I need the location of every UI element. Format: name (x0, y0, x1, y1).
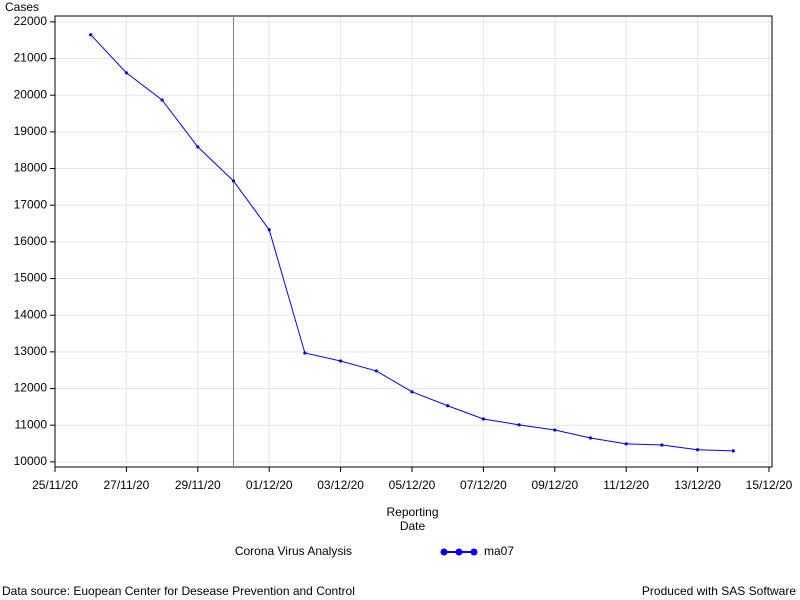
x-axis-label: Reporting Date (386, 505, 439, 533)
x-tick-label: 15/12/20 (746, 478, 793, 492)
y-axis-label: Cases (5, 0, 39, 14)
x-tick-label: 03/12/20 (317, 478, 364, 492)
x-tick-label: 13/12/20 (674, 478, 721, 492)
x-tick-label: 09/12/20 (531, 478, 578, 492)
legend-marker (470, 548, 478, 556)
legend-label: ma07 (484, 544, 514, 558)
data-point (624, 442, 628, 446)
data-point (446, 404, 450, 408)
data-point (374, 369, 378, 373)
data-point (553, 428, 557, 432)
data-point (517, 423, 521, 427)
data-point (696, 448, 700, 452)
data-point (303, 351, 307, 355)
y-tick-label: 19000 (14, 124, 48, 138)
x-tick-label: 27/11/20 (103, 478, 149, 492)
data-point (660, 443, 664, 447)
x-tick-label: 05/12/20 (389, 478, 436, 492)
y-tick-label: 12000 (14, 381, 48, 395)
y-tick-label: 14000 (14, 307, 48, 321)
y-tick-label: 11000 (15, 417, 48, 431)
y-tick-label: 22000 (14, 14, 48, 28)
x-tick-label: 29/11/20 (175, 478, 221, 492)
y-tick-label: 13000 (14, 344, 48, 358)
x-tick-label: 25/11/20 (32, 478, 78, 492)
y-tick-label: 10000 (14, 454, 48, 468)
x-tick-label: 11/12/20 (603, 478, 649, 492)
data-point (89, 33, 93, 37)
data-point (160, 98, 164, 102)
y-tick-label: 20000 (14, 87, 48, 101)
data-point (731, 449, 735, 453)
data-point (231, 179, 236, 183)
data-point (481, 417, 485, 421)
data-point (124, 71, 128, 75)
footnote-left: Data source: Euopean Center for Desease … (2, 584, 355, 598)
y-tick-label: 15000 (14, 271, 48, 285)
data-point (196, 145, 200, 149)
y-tick-label: 18000 (14, 161, 48, 175)
y-tick-label: 16000 (14, 234, 48, 248)
plot-frame (54, 15, 773, 468)
y-tick-label: 21000 (14, 51, 48, 65)
footnote-right: Produced with SAS Software (642, 584, 796, 598)
x-tick-label: 01/12/20 (246, 478, 293, 492)
legend-marker (440, 548, 448, 556)
data-point (339, 359, 343, 363)
data-point (267, 228, 271, 232)
legend-title: Corona Virus Analysis (235, 544, 352, 558)
legend-marker (455, 548, 463, 556)
y-tick-label: 17000 (14, 197, 48, 211)
x-tick-label: 07/12/20 (460, 478, 507, 492)
data-point (588, 436, 593, 440)
data-point (410, 390, 414, 394)
